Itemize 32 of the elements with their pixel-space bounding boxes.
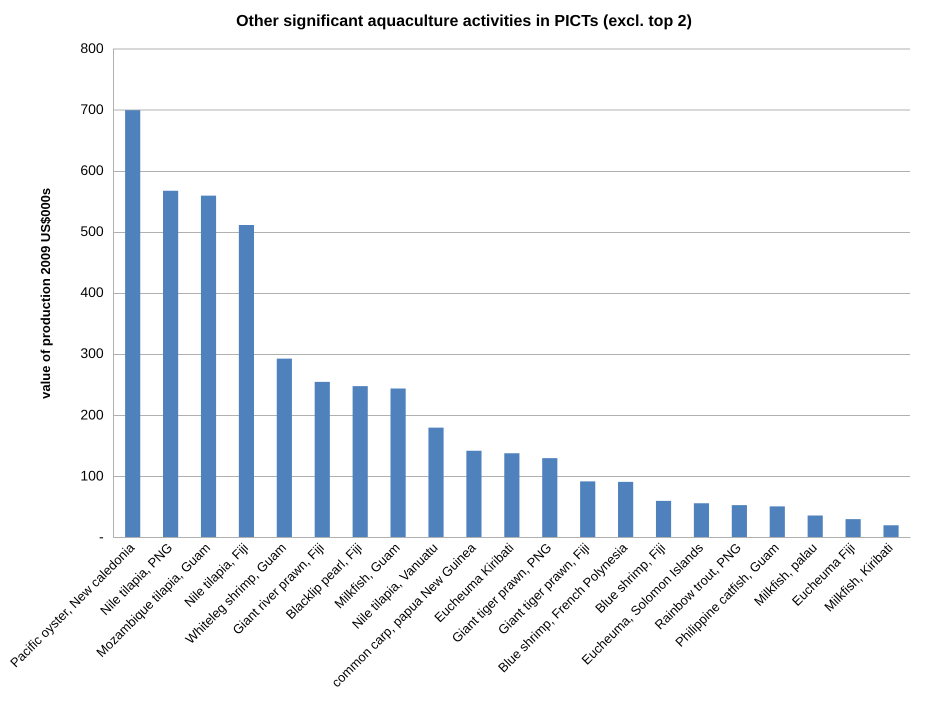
bar	[618, 482, 634, 537]
bar	[504, 453, 520, 537]
bar	[314, 382, 330, 537]
y-tick-label: 500	[80, 223, 104, 240]
bar	[390, 388, 406, 537]
y-tick-label: 600	[80, 162, 104, 178]
y-tick-label: 300	[80, 345, 104, 362]
y-tick-label: -	[99, 528, 104, 544]
bar	[125, 110, 140, 537]
bar	[276, 358, 292, 537]
bar	[808, 516, 823, 537]
bar	[238, 224, 254, 537]
y-tick-label: 100	[80, 467, 104, 484]
bar	[200, 196, 216, 537]
y-tick-label: 800	[80, 40, 104, 56]
y-axis-title: value of production 2009 US$000s	[38, 188, 54, 399]
bar	[732, 505, 747, 537]
bar	[846, 519, 861, 537]
y-tick-label: 200	[80, 406, 104, 422]
bar	[542, 458, 558, 537]
bar	[656, 500, 672, 537]
bar	[163, 190, 178, 537]
bar	[883, 525, 899, 537]
bar	[694, 503, 710, 537]
bar	[580, 481, 596, 537]
y-tick-label: 700	[80, 101, 104, 118]
bar	[466, 450, 482, 537]
chart-title: Other significant aquaculture activities in PICTs (excl. top 2)	[236, 13, 692, 30]
bar	[352, 386, 368, 537]
y-tick-label: 400	[80, 284, 104, 300]
bar	[770, 506, 785, 537]
bar	[428, 428, 444, 537]
